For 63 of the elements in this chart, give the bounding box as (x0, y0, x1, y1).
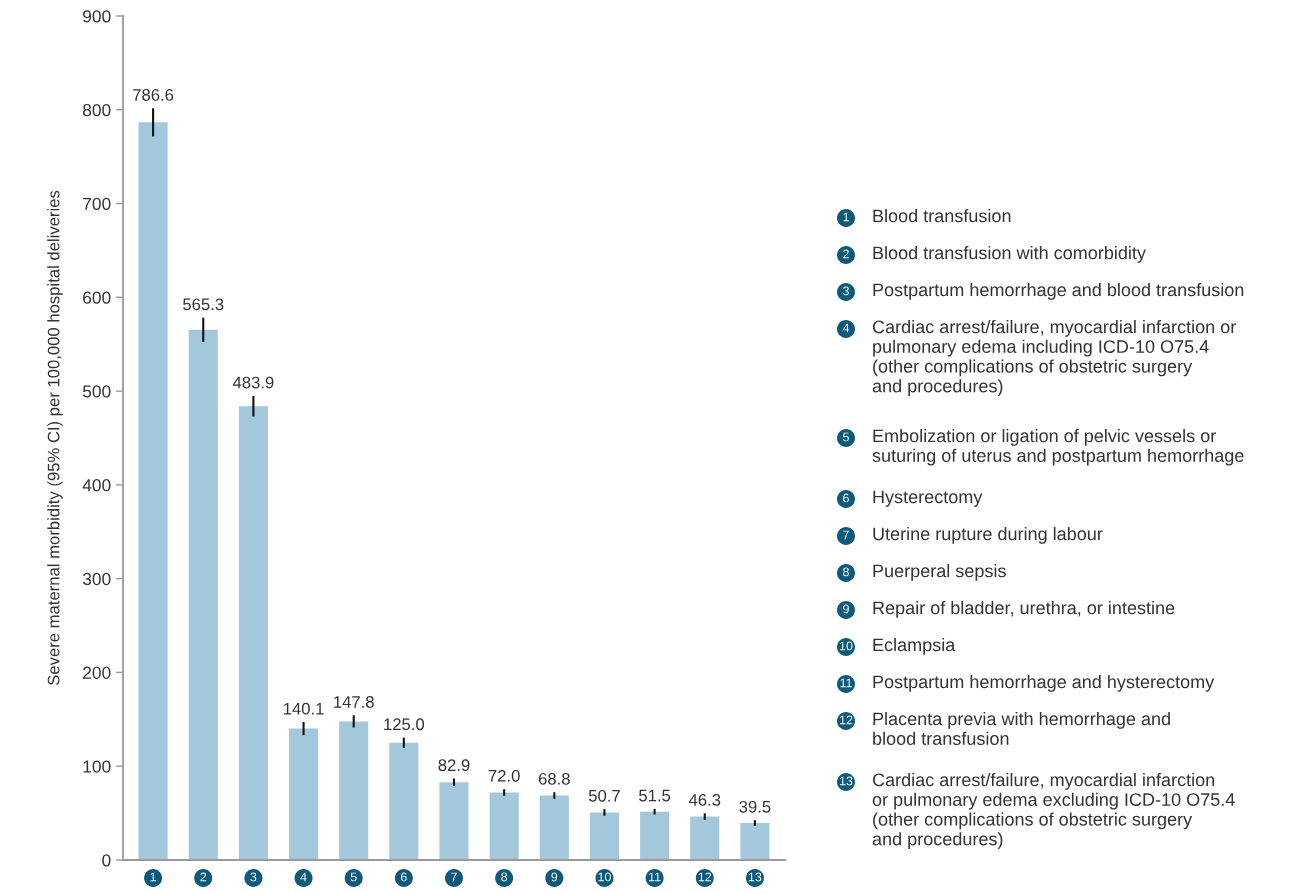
y-tick-label: 500 (82, 385, 111, 398)
y-tick-label: 100 (83, 760, 111, 773)
category-label: 9 (843, 604, 849, 614)
category-label: 4 (842, 323, 850, 333)
text: Uterine rupture during labour (873, 527, 1103, 544)
y-tick-label: 300 (82, 572, 111, 586)
category-label: 5 (843, 432, 849, 442)
data-label: 147.8 (334, 696, 374, 708)
x-tick-label: 4 (300, 872, 307, 882)
category-label: 2 (843, 249, 849, 259)
data-label: 140.1 (283, 702, 324, 715)
y-tick-label: 0 (102, 854, 111, 867)
category-label: 1 (843, 212, 849, 222)
data-label: 68.8 (538, 772, 570, 785)
y-tick-label: 200 (83, 666, 111, 679)
data-label: 72.0 (488, 769, 520, 782)
x-tick-label: 6 (401, 872, 407, 882)
category-label: 11 (840, 678, 852, 688)
data-label: 50.7 (588, 789, 620, 802)
x-tick-label: 10 (598, 872, 611, 882)
y-tick-label: 400 (82, 479, 111, 492)
category-label: 6 (843, 493, 849, 503)
x-tick-label: 5 (350, 872, 357, 882)
x-tick-label: 3 (250, 872, 257, 882)
category-label: 7 (843, 530, 849, 540)
y-axis-title: Severe maternal morbidity (95% CI) per 100,000 hospital deliveries (47, 190, 63, 686)
data-label: 46.3 (688, 794, 721, 806)
text: Placenta previa with hemorrhage and blood transfusion (873, 712, 1170, 745)
category-label: 3 (843, 286, 849, 296)
x-tick-label: 1 (150, 872, 156, 882)
text: Puerperal sepsis (873, 564, 1006, 581)
category-label: 13 (840, 776, 853, 786)
y-tick-label: 700 (83, 197, 111, 211)
y-tick-label: 900 (83, 10, 111, 23)
text: Cardiac arrest/failure, myocardial infarction or pulmonary edema including ICD-10 O75.4 (other complications of obstetric surgery and procedures) (872, 320, 1236, 396)
category-label: 8 (843, 567, 849, 577)
data-label: 51.5 (639, 789, 671, 802)
text: Postpartum hemorrhage and hysterectomy (873, 675, 1215, 692)
x-tick-label: 2 (200, 872, 207, 882)
x-tick-label: 9 (551, 872, 558, 882)
text: Blood transfusion with comorbidity (873, 246, 1146, 263)
category-label: 10 (840, 641, 853, 651)
data-label: 786.6 (133, 89, 174, 101)
text: Eclampsia (873, 638, 956, 655)
data-label: 39.5 (739, 800, 771, 813)
text: Embolization or ligation of pelvic vessels or suturing of uterus and postpartum hemorrhage (872, 429, 1244, 466)
text: Hysterectomy (873, 490, 983, 507)
x-tick-label: 13 (748, 872, 762, 882)
y-tick-label: 600 (83, 291, 111, 304)
text: Blood transfusion (873, 209, 1011, 223)
data-label: 125.0 (384, 718, 425, 731)
x-tick-label: 8 (501, 872, 508, 882)
data-label: 483.9 (232, 376, 274, 389)
text: Postpartum hemorrhage and blood transfusion (873, 283, 1244, 300)
x-tick-label: 12 (698, 872, 712, 882)
category-label: 12 (840, 715, 853, 725)
x-tick-label: 7 (451, 872, 457, 882)
text: Cardiac arrest/failure, myocardial infarction or pulmonary edema excluding ICD-10 O75.4 (other complications of obstetric surgery and procedures) (872, 773, 1235, 849)
x-tick-label: 11 (649, 872, 661, 882)
data-label: 565.3 (183, 298, 224, 311)
y-tick-label: 800 (82, 103, 111, 117)
data-label: 82.9 (438, 759, 470, 772)
text: Repair of bladder, urethra, or intestine (873, 601, 1175, 618)
